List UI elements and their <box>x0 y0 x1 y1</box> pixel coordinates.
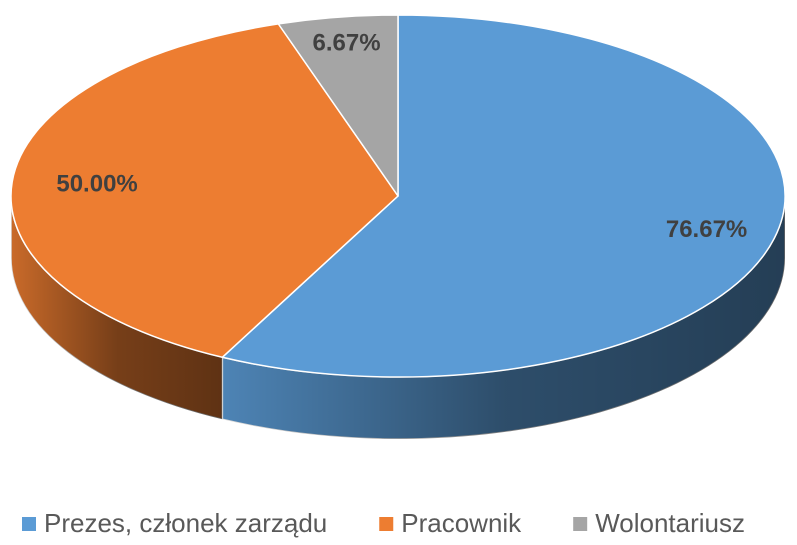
data-label: 50.00% <box>56 170 137 197</box>
legend-marker <box>22 517 36 531</box>
legend-marker <box>379 517 394 531</box>
slice <box>221 14 786 378</box>
side-shade <box>11 196 223 420</box>
legend-marker <box>573 517 588 531</box>
data-label: 6.67% <box>312 29 380 56</box>
legend-label: Prezes, członek zarządu <box>44 508 327 538</box>
slice <box>10 23 399 359</box>
slice <box>277 14 399 197</box>
data-label: 76.67% <box>666 216 747 243</box>
legend-label: Wolontariusz <box>595 508 745 538</box>
side-shade <box>222 196 786 439</box>
legend-label: Pracownik <box>401 508 522 538</box>
